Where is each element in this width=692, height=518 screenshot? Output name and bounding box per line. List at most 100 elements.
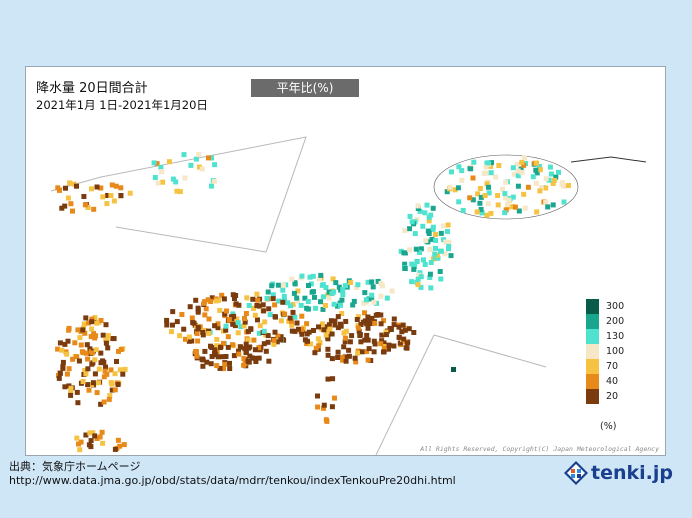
- station-marker: [323, 285, 329, 290]
- station-marker: [193, 156, 199, 162]
- station-marker: [430, 205, 436, 211]
- station-marker: [289, 328, 295, 334]
- station-marker: [460, 207, 466, 213]
- station-marker: [200, 363, 206, 369]
- station-marker: [281, 293, 287, 299]
- station-marker: [525, 184, 531, 190]
- station-marker: [89, 350, 95, 356]
- inset-border-line: [375, 334, 435, 455]
- station-marker: [200, 356, 205, 362]
- station-marker: [154, 161, 160, 167]
- station-marker: [294, 320, 300, 326]
- station-marker: [292, 280, 298, 286]
- station-marker: [420, 223, 426, 229]
- station-marker: [335, 325, 341, 331]
- station-marker: [195, 305, 201, 311]
- station-marker: [294, 295, 300, 301]
- legend-row-300: 300: [586, 299, 646, 314]
- station-marker: [418, 246, 424, 252]
- station-marker: [434, 252, 440, 258]
- station-marker: [152, 175, 158, 180]
- station-marker: [433, 232, 439, 237]
- station-marker: [59, 205, 65, 211]
- station-marker: [231, 353, 237, 359]
- station-marker: [66, 325, 72, 331]
- station-marker: [278, 318, 284, 324]
- station-marker: [369, 296, 375, 302]
- station-marker: [196, 152, 202, 158]
- station-marker: [326, 289, 332, 295]
- station-marker: [250, 296, 256, 302]
- station-marker: [495, 193, 501, 198]
- station-marker: [510, 165, 516, 171]
- station-marker: [335, 355, 341, 360]
- station-marker: [177, 333, 183, 339]
- station-marker: [232, 323, 238, 329]
- station-marker: [77, 335, 83, 341]
- station-marker: [327, 326, 333, 332]
- station-marker: [257, 323, 263, 329]
- station-marker: [261, 328, 267, 334]
- copyright-notice: All Rights Reserved, Copyright(C) Japan …: [420, 445, 659, 453]
- station-marker: [238, 324, 244, 330]
- station-marker: [276, 298, 282, 304]
- station-marker: [99, 429, 105, 435]
- tenki-logo[interactable]: tenki.jp: [563, 460, 683, 490]
- station-marker: [484, 170, 489, 176]
- station-marker: [90, 380, 96, 386]
- station-marker: [427, 247, 433, 252]
- station-marker: [362, 310, 367, 316]
- station-marker: [299, 331, 305, 337]
- station-marker: [88, 334, 94, 340]
- station-marker: [90, 430, 96, 436]
- station-marker: [415, 203, 421, 209]
- station-marker: [92, 433, 98, 439]
- station-marker: [489, 160, 494, 166]
- station-marker: [348, 280, 354, 285]
- station-marker: [311, 328, 316, 333]
- station-marker: [496, 163, 502, 168]
- station-marker: [209, 354, 215, 359]
- station-marker: [202, 299, 208, 305]
- station-marker: [533, 167, 539, 173]
- station-marker: [485, 160, 491, 166]
- station-marker: [366, 346, 372, 352]
- station-marker: [82, 330, 88, 336]
- station-marker: [521, 191, 527, 197]
- station-marker: [409, 261, 415, 267]
- station-marker: [515, 183, 521, 189]
- station-marker: [389, 288, 395, 294]
- station-marker: [516, 208, 522, 214]
- station-marker: [505, 204, 511, 210]
- station-marker: [98, 401, 104, 407]
- station-marker: [65, 195, 71, 201]
- station-marker: [504, 202, 510, 208]
- station-marker: [366, 296, 372, 302]
- station-marker: [316, 343, 322, 349]
- station-marker: [100, 358, 105, 364]
- station-marker: [230, 321, 236, 327]
- map-date-range: 2021年1月 1日-2021年1月20日: [36, 98, 208, 112]
- station-marker: [275, 282, 281, 288]
- station-marker: [215, 325, 221, 331]
- station-marker: [225, 344, 231, 350]
- station-marker: [400, 322, 406, 328]
- station-marker: [245, 337, 251, 343]
- station-marker: [328, 318, 334, 324]
- station-marker: [266, 358, 272, 364]
- station-marker: [339, 311, 345, 316]
- station-marker: [94, 320, 100, 326]
- station-marker: [308, 341, 314, 347]
- station-marker: [193, 297, 199, 303]
- station-marker: [299, 326, 305, 332]
- station-marker: [62, 384, 68, 390]
- station-marker: [79, 349, 85, 355]
- station-marker: [256, 330, 262, 336]
- station-marker: [325, 352, 331, 358]
- source-url[interactable]: http://www.data.jma.go.jp/obd/stats/data…: [9, 474, 456, 487]
- station-marker: [418, 274, 424, 280]
- station-marker: [378, 293, 384, 299]
- legend-swatch-200: [586, 314, 599, 329]
- station-marker: [347, 339, 353, 345]
- station-marker: [299, 273, 305, 279]
